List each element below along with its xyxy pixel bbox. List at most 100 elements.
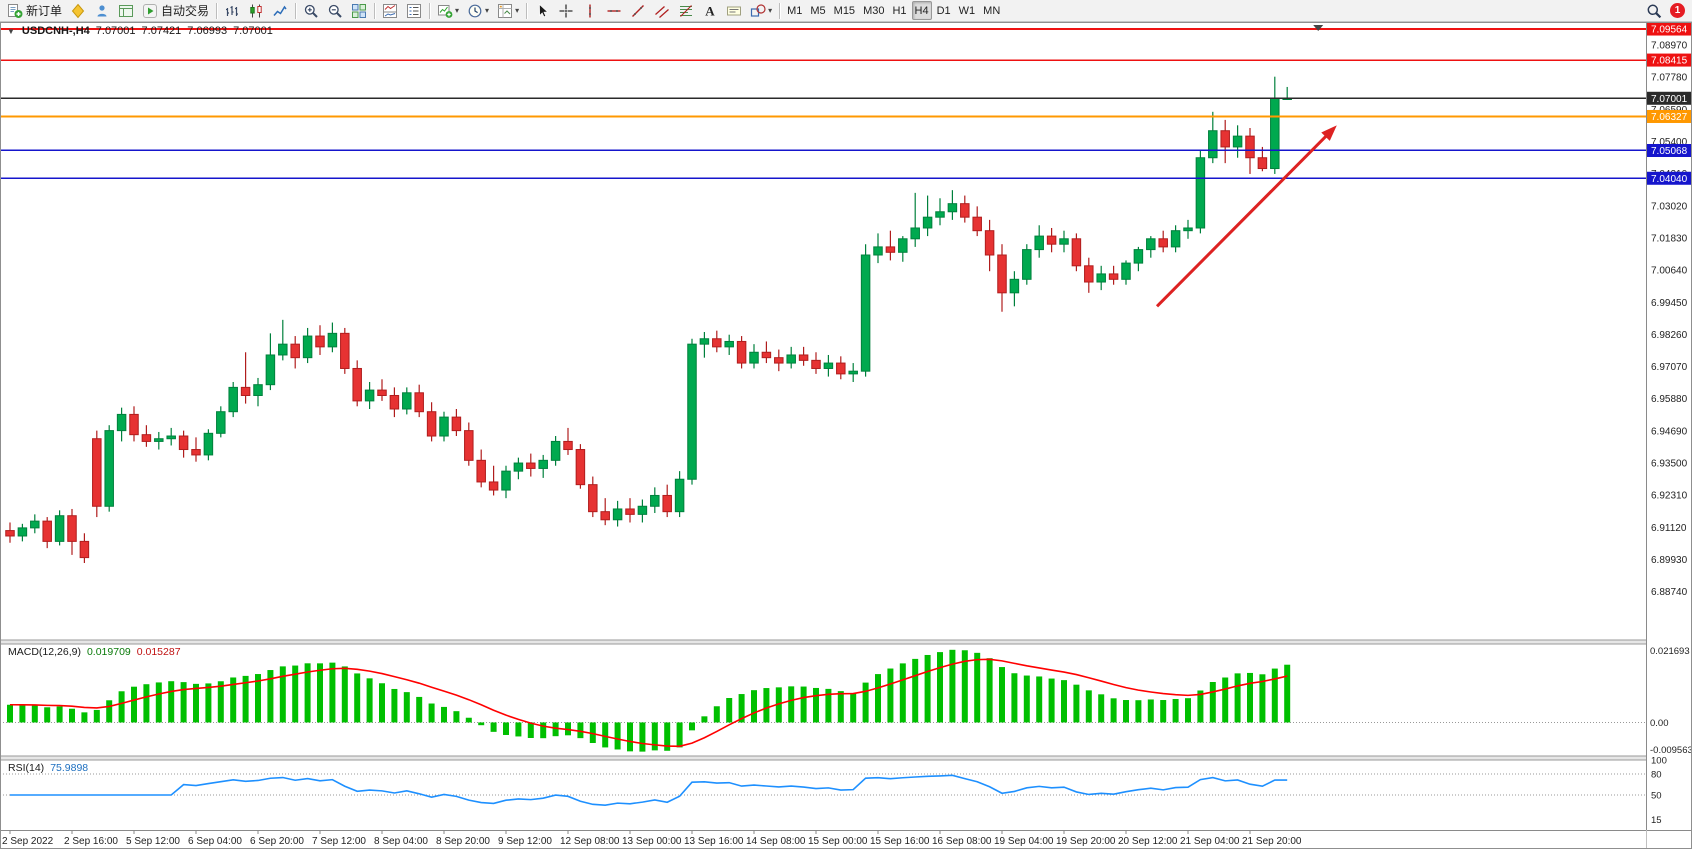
- timeframe-d1-label: D1: [936, 4, 951, 17]
- date-tick-label: 2 Sep 16:00: [64, 836, 118, 847]
- timeframe-m5-label: M5: [810, 4, 826, 17]
- vertical-line-tool[interactable]: [579, 1, 601, 20]
- cursor-icon: [534, 3, 550, 19]
- hline-icon: [606, 3, 622, 19]
- date-tick-label: 8 Sep 04:00: [374, 836, 428, 847]
- price-line-label: 7.06327: [1647, 109, 1691, 123]
- price-tick-label: 6.97070: [1651, 362, 1688, 373]
- terminal-button[interactable]: [115, 1, 137, 20]
- chart-shift-marker[interactable]: [1313, 25, 1324, 31]
- date-tick-label: 9 Sep 12:00: [498, 836, 552, 847]
- tile-icon: [351, 3, 367, 19]
- new-order-button-label: 新订单: [26, 4, 63, 18]
- date-tick-label: 5 Sep 12:00: [126, 836, 180, 847]
- indicator-window-button[interactable]: [379, 1, 401, 20]
- indicator-list-button[interactable]: [403, 1, 425, 20]
- shapes-icon: [750, 3, 766, 19]
- channel-icon: [654, 3, 670, 19]
- timeframe-m30[interactable]: M30: [860, 1, 887, 20]
- candles-icon: [248, 3, 264, 19]
- timeframe-w1-label: W1: [958, 4, 976, 17]
- bar-chart-button[interactable]: [221, 1, 243, 20]
- zoom-out-icon: [327, 3, 343, 19]
- metaeditor-button[interactable]: [67, 1, 89, 20]
- timeframe-h4[interactable]: H4: [911, 1, 932, 20]
- macd-signal-line: [9, 658, 1288, 748]
- toolbar-separator: [295, 2, 297, 19]
- price-tick-label: 6.94690: [1651, 426, 1688, 437]
- crosshair-tool[interactable]: [555, 1, 577, 20]
- timeframe-mn[interactable]: MN: [980, 1, 1003, 20]
- new-order-button[interactable]: 新订单: [4, 1, 65, 20]
- price-tick-label: 6.91120: [1651, 523, 1687, 534]
- cursor-tool[interactable]: [531, 1, 553, 20]
- ind-list-icon: [406, 3, 422, 19]
- templates-button[interactable]: ▾: [494, 1, 522, 20]
- timeframe-h1-label: H1: [892, 4, 907, 17]
- date-tick-label: 6 Sep 04:00: [188, 836, 242, 847]
- text-label-tool[interactable]: [723, 1, 745, 20]
- search-button[interactable]: [1643, 1, 1665, 20]
- timeframe-w1[interactable]: W1: [956, 1, 979, 20]
- autotrading-button-label: 自动交易: [161, 4, 210, 18]
- label-icon: [726, 3, 742, 19]
- timeframe-m1-label: M1: [787, 4, 803, 17]
- terminal-icon: [118, 3, 134, 19]
- price-tick-label: 7.01830: [1651, 233, 1688, 244]
- macd-tick-label: -0.009563: [1650, 745, 1692, 756]
- candlestick-chart-button[interactable]: [245, 1, 267, 20]
- svg-text:7.05068: 7.05068: [1651, 146, 1688, 157]
- periods-button[interactable]: ▾: [464, 1, 492, 20]
- price-line-label: 7.09564: [1647, 22, 1691, 36]
- dropdown-arrow-icon: ▾: [768, 6, 773, 15]
- timeframe-d1[interactable]: D1: [934, 1, 954, 20]
- play-icon: [142, 3, 158, 19]
- price-pane-background[interactable]: [0, 24, 1646, 640]
- price-line-label: 7.04040: [1647, 171, 1691, 185]
- dropdown-arrow-icon: ▾: [485, 6, 490, 15]
- price-tick-label: 6.99450: [1651, 298, 1688, 309]
- line-chart-icon: [272, 3, 288, 19]
- rsi-tick-label: 80: [1651, 770, 1662, 781]
- text-tool[interactable]: A: [699, 1, 721, 20]
- pane-splitter[interactable]: [0, 639, 1692, 645]
- price-tick-label: 6.89930: [1651, 555, 1688, 566]
- line-chart-button[interactable]: [269, 1, 291, 20]
- timeframe-m5[interactable]: M5: [807, 1, 828, 20]
- date-tick-label: 6 Sep 20:00: [250, 836, 304, 847]
- date-tick-label: 16 Sep 08:00: [932, 836, 992, 847]
- shapes-tool[interactable]: ▾: [747, 1, 775, 20]
- price-tick-label: 7.08970: [1651, 41, 1688, 52]
- horizontal-line-tool[interactable]: [603, 1, 625, 20]
- template-icon: [497, 3, 513, 19]
- trendline-tool[interactable]: [627, 1, 649, 20]
- tile-windows-button[interactable]: [348, 1, 370, 20]
- timeframe-h4-label: H4: [914, 4, 929, 17]
- channel-tool[interactable]: [651, 1, 673, 20]
- price-tick-label: 6.98260: [1651, 330, 1688, 341]
- svg-text:A: A: [705, 3, 715, 18]
- price-tick-label: 6.95880: [1651, 394, 1688, 405]
- new-chart-button[interactable]: ▾: [434, 1, 462, 20]
- candlestick-series: [5, 76, 1292, 563]
- timeframe-m1[interactable]: M1: [784, 1, 805, 20]
- fibonacci-tool[interactable]: [675, 1, 697, 20]
- timeframe-h1[interactable]: H1: [889, 1, 909, 20]
- navigator-button[interactable]: [91, 1, 113, 20]
- one-click-trading-toggle-icon[interactable]: ▼: [7, 26, 15, 36]
- autotrading-button[interactable]: 自动交易: [139, 1, 212, 20]
- pane-splitter[interactable]: [0, 755, 1692, 761]
- notifications-button[interactable]: 1: [1667, 1, 1688, 20]
- trend-arrow-annotation[interactable]: [1155, 125, 1337, 308]
- notification-count-badge: 1: [1670, 3, 1685, 18]
- time-axis[interactable]: [0, 830, 1692, 849]
- zoom-out-button[interactable]: [324, 1, 346, 20]
- fibonacci-icon: [678, 3, 694, 19]
- zoom-in-button[interactable]: [300, 1, 322, 20]
- date-tick-label: 20 Sep 12:00: [1118, 836, 1178, 847]
- trendline-icon: [630, 3, 646, 19]
- timeframe-m30-label: M30: [863, 4, 885, 17]
- metaeditor-icon: [70, 3, 86, 19]
- svg-text:7.08415: 7.08415: [1651, 56, 1688, 67]
- timeframe-m15[interactable]: M15: [831, 1, 858, 20]
